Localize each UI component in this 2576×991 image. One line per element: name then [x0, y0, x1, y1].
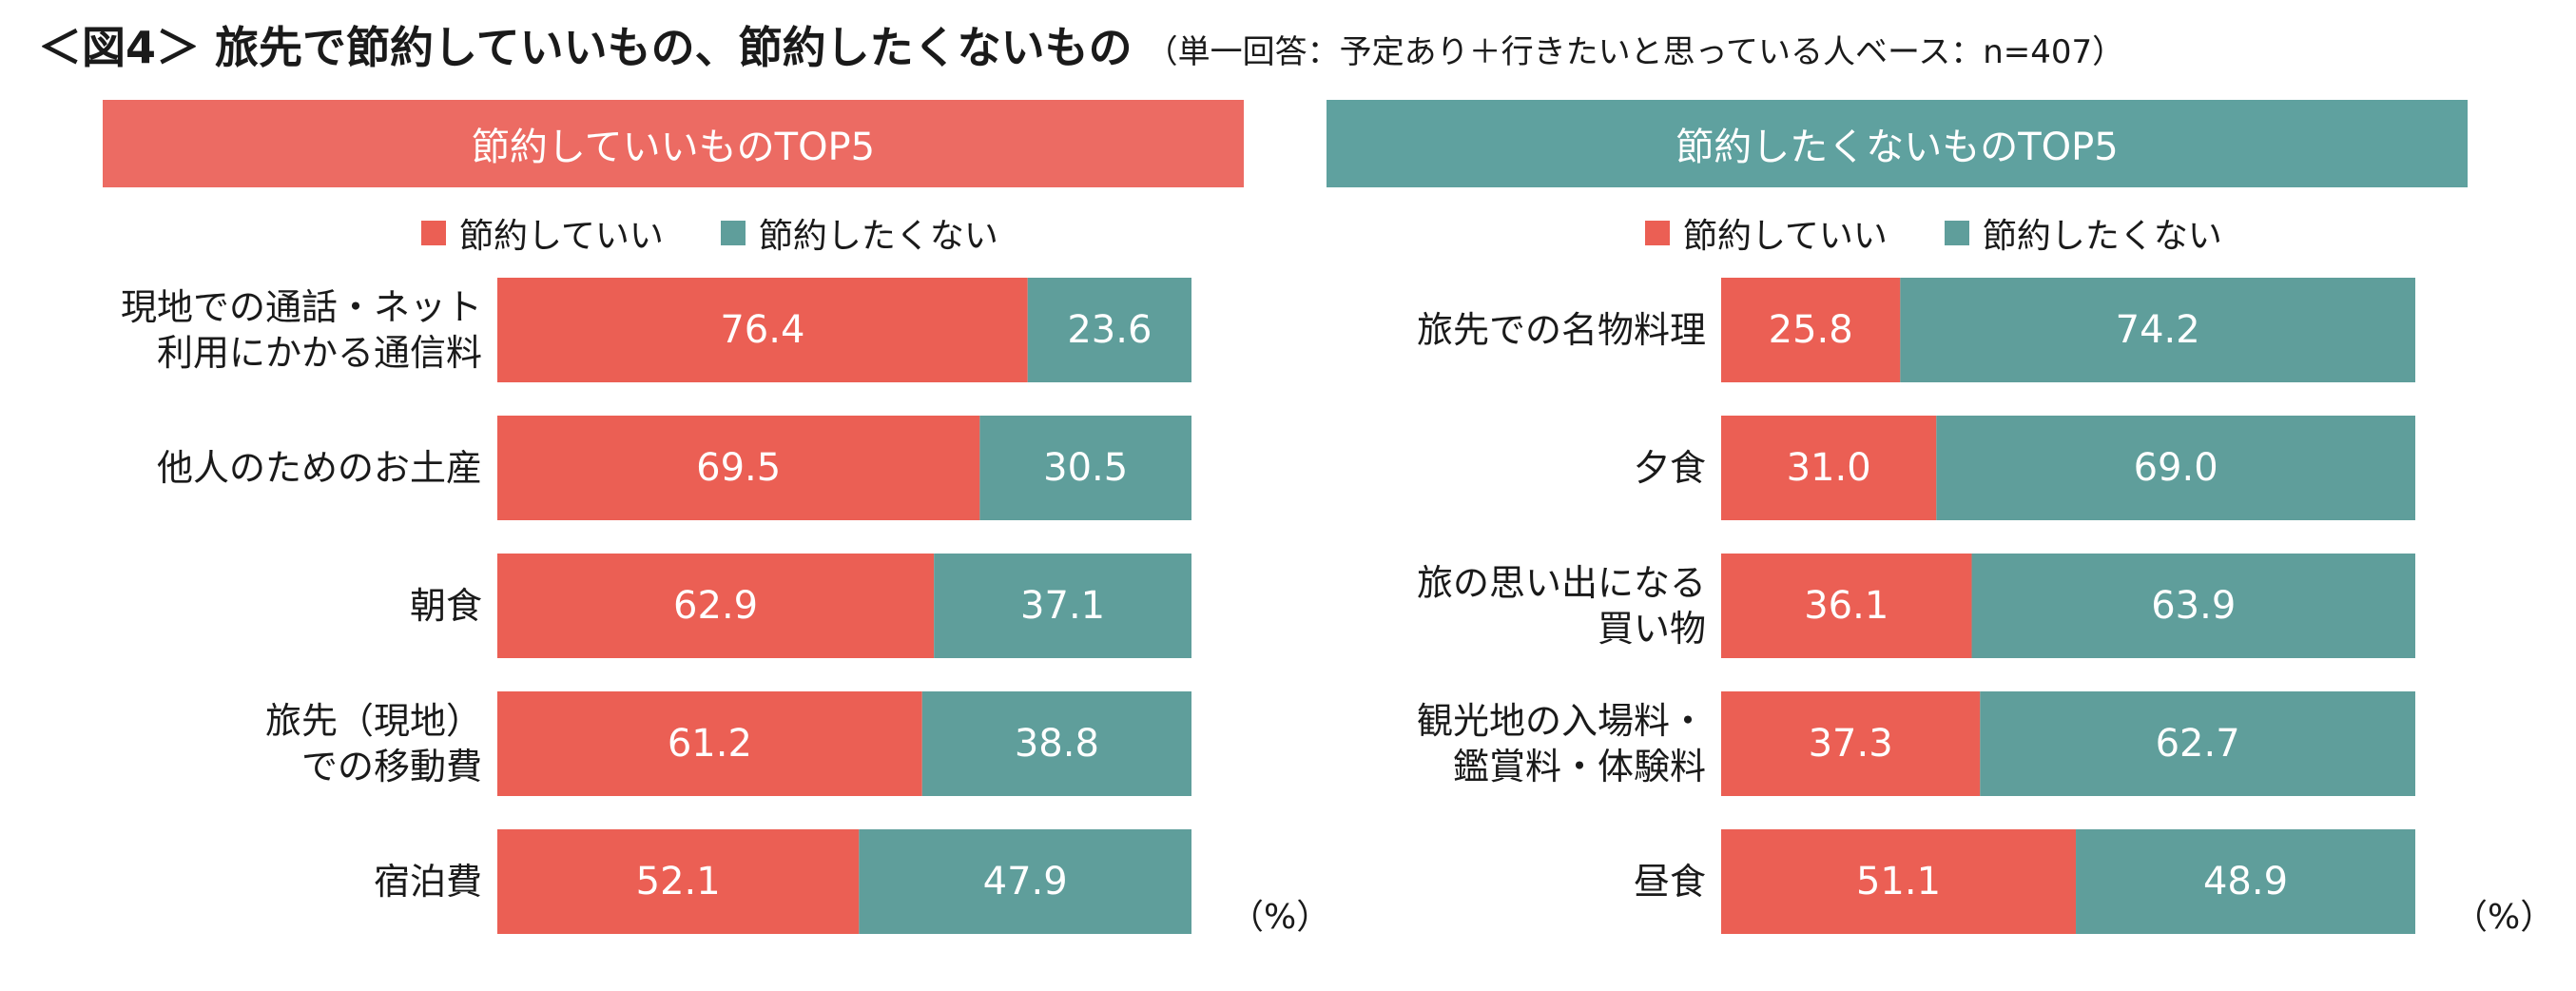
legend-item-no-save: 節約したくない — [1944, 208, 2222, 258]
category-label: 宿泊費 — [374, 861, 482, 903]
bar-save-ok — [497, 554, 935, 658]
legend-item-no-save: 節約したくない — [720, 208, 998, 258]
left-panel: 節約していいものTOP5 節約していい 節約したくない 現地での通話・ネット 利用… — [103, 100, 1330, 984]
category-label: 朝食 — [410, 585, 482, 627]
category-label: 他人のためのお土産 — [157, 447, 482, 489]
legend-label-save-ok: 節約していい — [1683, 217, 1888, 256]
bar-save-ok — [1721, 416, 1937, 520]
right-unit-label: （%） — [2453, 898, 2555, 937]
left-legend: 節約していい 節約したくない — [421, 209, 1056, 257]
bar-save-ok — [1721, 691, 1981, 796]
bar-save-ok — [497, 691, 922, 796]
data-label-save-ok: 52.1 — [636, 860, 721, 904]
bar-save-ok — [1721, 829, 2077, 934]
bar-no-save — [921, 691, 1191, 796]
category-label: 旅の思い出になる — [1417, 562, 1706, 604]
category-label: 利用にかかる通信料 — [157, 332, 482, 374]
data-label-no-save: 69.0 — [2134, 446, 2218, 490]
right-panel-banner: 節約したくないものTOP5 — [1327, 100, 2468, 187]
category-label: 観光地の入場料・ — [1417, 700, 1706, 742]
category-label: 夕食 — [1634, 447, 1706, 489]
data-label-no-save: 30.5 — [1043, 446, 1128, 490]
bar-no-save — [979, 416, 1191, 520]
data-label-save-ok: 76.4 — [720, 308, 804, 352]
right-panel: 節約したくないものTOP5 節約していい 節約したくない 旅先での名物料理 25.… — [1327, 100, 2554, 984]
category-label: 買い物 — [1598, 608, 1706, 650]
bar-save-ok — [1721, 278, 1901, 382]
data-label-save-ok: 37.3 — [1809, 722, 1893, 766]
data-label-no-save: 62.7 — [2156, 722, 2240, 766]
bar-no-save — [1980, 691, 2415, 796]
data-label-no-save: 74.2 — [2116, 308, 2200, 352]
data-label-save-ok: 62.9 — [673, 584, 758, 628]
bar-save-ok — [1721, 554, 1972, 658]
left-unit-label: （%） — [1230, 898, 1331, 937]
bar-no-save — [2076, 829, 2415, 934]
legend-label-save-ok: 節約していい — [459, 217, 664, 256]
legend-label-no-save: 節約したくない — [1982, 217, 2222, 256]
data-label-no-save: 37.1 — [1020, 584, 1105, 628]
data-label-save-ok: 69.5 — [696, 446, 781, 490]
figure-title: ＜図4＞ 旅先で節約していいもの、節約したくないもの （単一回答：予定あり＋行きた… — [38, 13, 2124, 76]
data-label-save-ok: 31.0 — [1787, 446, 1871, 490]
legend-swatch-save-ok — [421, 221, 446, 245]
bar-no-save — [859, 829, 1191, 934]
category-label: 昼食 — [1634, 861, 1706, 903]
left-panel-banner: 節約していいものTOP5 — [103, 100, 1244, 187]
right-legend: 節約していい 節約したくない — [1645, 209, 2279, 257]
legend-swatch-no-save — [1944, 221, 1969, 245]
bar-no-save — [1900, 278, 2415, 382]
bar-no-save — [1971, 554, 2415, 658]
data-label-no-save: 47.9 — [983, 860, 1068, 904]
category-label: 旅先での名物料理 — [1417, 309, 1706, 351]
legend-swatch-save-ok — [1645, 221, 1670, 245]
figure-title-main: ＜図4＞ 旅先で節約していいもの、節約したくないもの — [38, 22, 1133, 73]
category-label: 旅先（現地） — [265, 700, 482, 742]
bar-no-save — [934, 554, 1191, 658]
figure-title-sub: （単一回答：予定あり＋行きたいと思っている人ベース：n=407） — [1145, 33, 2125, 71]
legend-swatch-no-save — [720, 221, 746, 245]
data-label-save-ok: 36.1 — [1804, 584, 1888, 628]
data-label-save-ok: 51.1 — [1856, 860, 1941, 904]
bar-save-ok — [497, 278, 1028, 382]
data-label-no-save: 48.9 — [2203, 860, 2288, 904]
legend-item-save-ok: 節約していい — [421, 208, 664, 258]
category-label: 鑑賞料・体験料 — [1453, 746, 1706, 787]
legend-item-save-ok: 節約していい — [1645, 208, 1888, 258]
bar-no-save — [1936, 416, 2415, 520]
data-label-no-save: 38.8 — [1015, 722, 1099, 766]
bar-no-save — [1027, 278, 1191, 382]
data-label-no-save: 63.9 — [2151, 584, 2236, 628]
data-label-no-save: 23.6 — [1067, 308, 1152, 352]
bar-save-ok — [497, 416, 980, 520]
bar-save-ok — [497, 829, 860, 934]
data-label-save-ok: 61.2 — [668, 722, 752, 766]
legend-label-no-save: 節約したくない — [758, 217, 998, 256]
data-label-save-ok: 25.8 — [1769, 308, 1853, 352]
category-label: での移動費 — [301, 746, 482, 787]
category-label: 現地での通話・ネット — [121, 286, 482, 328]
